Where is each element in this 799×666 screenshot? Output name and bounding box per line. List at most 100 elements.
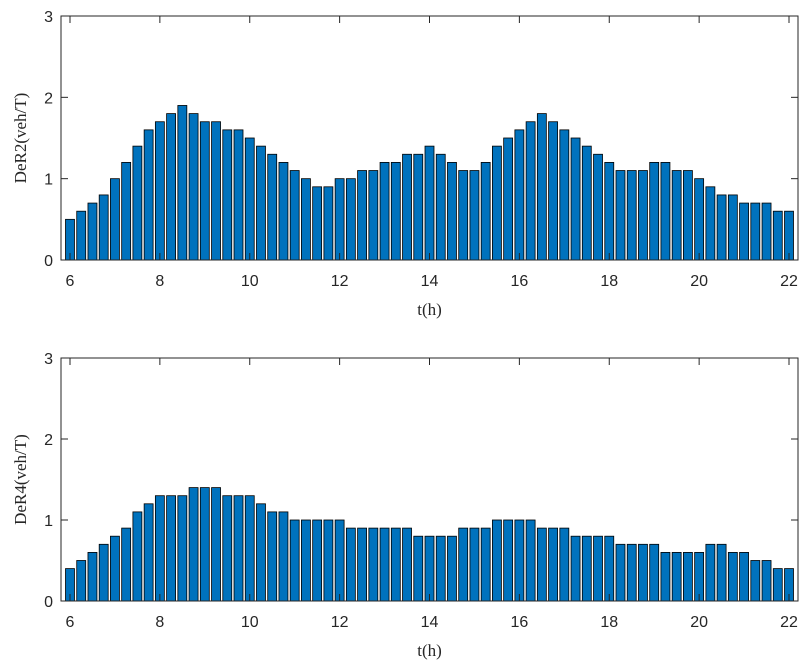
- bar: [154, 121, 165, 261]
- y-tick-label: 0: [44, 253, 53, 270]
- bar: [604, 535, 615, 602]
- y-tick-label: 1: [44, 513, 53, 530]
- bar: [671, 552, 682, 602]
- bar: [312, 186, 323, 261]
- bar: [188, 487, 199, 602]
- bar: [772, 568, 783, 602]
- bar: [188, 113, 199, 261]
- bar: [458, 170, 469, 261]
- bar: [570, 535, 581, 602]
- bar: [458, 527, 469, 602]
- bar: [480, 527, 491, 602]
- x-tick-label: 20: [690, 614, 708, 631]
- bar: [548, 121, 558, 261]
- bar: [581, 535, 592, 602]
- x-tick-label: 20: [690, 273, 708, 290]
- y-tick-label: 3: [44, 9, 53, 26]
- bar: [323, 186, 334, 261]
- x-tick-label: 16: [510, 614, 528, 631]
- bar: [323, 519, 334, 602]
- bar: [166, 113, 176, 261]
- bar: [177, 495, 188, 602]
- bar: [435, 153, 446, 261]
- bar: [503, 519, 514, 602]
- bar: [211, 121, 221, 261]
- bar: [368, 170, 379, 261]
- bar: [694, 178, 705, 261]
- x-tick-label: 16: [510, 273, 528, 290]
- bar: [278, 511, 289, 602]
- x-tick-label: 12: [331, 273, 349, 290]
- bar: [256, 145, 266, 261]
- bar: [121, 161, 132, 261]
- bar: [469, 527, 480, 602]
- bar: [357, 170, 367, 261]
- bar: [244, 495, 255, 602]
- bar: [750, 202, 761, 261]
- bar: [143, 129, 154, 261]
- bar: [716, 194, 727, 261]
- x-tick-label: 8: [155, 273, 164, 290]
- bar: [402, 527, 412, 602]
- bar: [132, 511, 143, 602]
- bar: [761, 560, 772, 602]
- bar: [278, 161, 289, 261]
- bar: [626, 170, 637, 261]
- bar: [177, 105, 188, 261]
- bar: [514, 519, 525, 602]
- bar: [435, 535, 446, 602]
- bar: [110, 535, 120, 602]
- bar: [492, 519, 502, 602]
- bar: [683, 170, 693, 261]
- bar: [615, 543, 626, 602]
- bar: [390, 161, 401, 261]
- bar: [110, 178, 120, 261]
- bar: [413, 153, 424, 261]
- bar: [660, 552, 671, 602]
- bar: [154, 495, 165, 602]
- bar: [761, 202, 772, 261]
- bar: [98, 194, 109, 261]
- bar: [413, 535, 424, 602]
- bar: [211, 487, 221, 602]
- bar: [334, 178, 345, 261]
- bar: [514, 129, 525, 261]
- bar: [312, 519, 323, 602]
- bar: [76, 560, 87, 602]
- bar: [593, 535, 603, 602]
- bar: [447, 161, 457, 261]
- x-tick-label: 22: [780, 614, 798, 631]
- bar: [548, 527, 558, 602]
- bar: [87, 202, 98, 261]
- y-axis-label: DeR2(veh/T): [11, 93, 30, 184]
- bar: [638, 543, 648, 602]
- bar: [705, 186, 716, 261]
- x-tick-label: 22: [780, 273, 798, 290]
- bar: [626, 543, 637, 602]
- bar: [671, 170, 682, 261]
- bar: [87, 552, 98, 602]
- bar: [357, 527, 367, 602]
- x-tick-label: 8: [155, 614, 164, 631]
- bar: [683, 552, 693, 602]
- x-tick-label: 6: [66, 614, 75, 631]
- bar: [233, 495, 244, 602]
- y-tick-label: 0: [44, 594, 53, 611]
- bar: [559, 129, 570, 261]
- bar: [289, 519, 300, 602]
- bar: [199, 121, 210, 261]
- bar: [334, 519, 345, 602]
- bar: [716, 543, 727, 602]
- bar: [469, 170, 480, 261]
- bar: [379, 527, 390, 602]
- bar: [368, 527, 379, 602]
- y-tick-label: 2: [44, 432, 53, 449]
- bar: [615, 170, 626, 261]
- bar: [424, 535, 435, 602]
- bar: [379, 161, 390, 261]
- bar: [570, 137, 581, 261]
- bar: [143, 503, 154, 602]
- bar: [166, 495, 176, 602]
- bar: [222, 129, 233, 261]
